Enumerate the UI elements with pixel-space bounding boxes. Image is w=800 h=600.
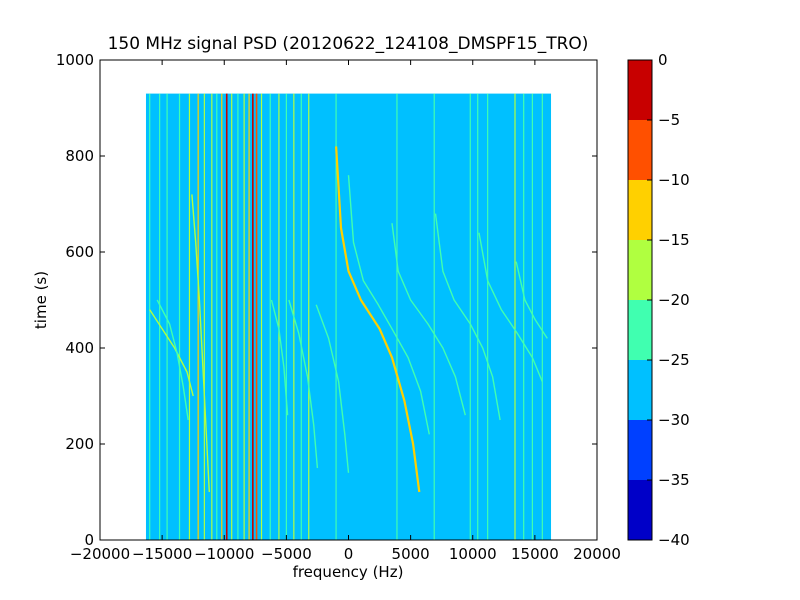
y-tick-label: 0 [84, 531, 94, 549]
doppler-trace-2 [156, 299, 189, 421]
x-tick-label: 5000 [392, 545, 430, 563]
colorbar-tick-label: −5 [658, 111, 680, 129]
colorbar-band [628, 120, 652, 180]
spectrogram [145, 93, 552, 540]
colorbar-band [628, 300, 652, 360]
colorbar-tick-label: −20 [658, 291, 690, 309]
colorbar-tick-label: −30 [658, 411, 690, 429]
plot-area: −20000 −15000 −10000 −5000 0 5000 10000 15000 20… [56, 51, 621, 563]
x-tick-label: 20000 [573, 545, 621, 563]
colorbar-band [628, 480, 652, 540]
doppler-trace-9 [434, 213, 501, 421]
colorbar-band [628, 60, 652, 120]
y-axis-label: time (s) [32, 271, 50, 329]
chart-title: 150 MHz signal PSD (20120622_124108_DMSP… [108, 34, 589, 54]
colorbar-ticks: 0 −5 −10 −15 −20 −25 −30 −35 −40 [647, 51, 690, 549]
colorbar-tick-label: −35 [658, 471, 690, 489]
colorbar-band [628, 420, 652, 480]
spectrogram-background [145, 93, 552, 540]
colorbar: 0 −5 −10 −15 −20 −25 −30 −35 −40 [627, 51, 690, 549]
y-axis-ticks: 0 200 400 600 800 1000 [56, 51, 597, 549]
colorbar-band [628, 360, 652, 420]
y-tick-label: 400 [65, 339, 94, 357]
colorbar-tick-label: −40 [658, 531, 690, 549]
y-tick-label: 600 [65, 243, 94, 261]
doppler-trace-6 [315, 304, 350, 473]
y-tick-label: 200 [65, 435, 94, 453]
x-tick-label: 15000 [511, 545, 559, 563]
doppler-trace-1 [149, 309, 194, 397]
x-axis-ticks: −20000 −15000 −10000 −5000 0 5000 10000 15000 20… [70, 60, 621, 563]
colorbar-bands [628, 60, 652, 540]
x-tick-label: 0 [344, 545, 354, 563]
x-tick-label: 10000 [449, 545, 497, 563]
x-tick-label: −10000 [194, 545, 254, 563]
doppler-trace-8 [391, 223, 466, 416]
doppler-trace-7 [347, 175, 430, 435]
x-tick-label: −15000 [132, 545, 192, 563]
colorbar-tick-label: 0 [658, 51, 668, 69]
doppler-trace-4 [288, 299, 319, 469]
colorbar-tick-label: −10 [658, 171, 690, 189]
colorbar-band [628, 240, 652, 300]
doppler-trace-5 [270, 299, 289, 416]
colorbar-tick-label: −25 [658, 351, 690, 369]
colorbar-tick-label: −15 [658, 231, 690, 249]
doppler-trace-10 [478, 232, 543, 382]
x-tick-label: −20000 [70, 545, 130, 563]
doppler-trace-0 [335, 146, 421, 493]
doppler-trace-11 [515, 261, 548, 339]
doppler-trace-3 [191, 194, 210, 493]
colorbar-band [628, 180, 652, 240]
x-tick-label: −5000 [261, 545, 312, 563]
y-tick-label: 1000 [56, 51, 94, 69]
y-tick-label: 800 [65, 147, 94, 165]
x-axis-label: frequency (Hz) [293, 563, 404, 581]
